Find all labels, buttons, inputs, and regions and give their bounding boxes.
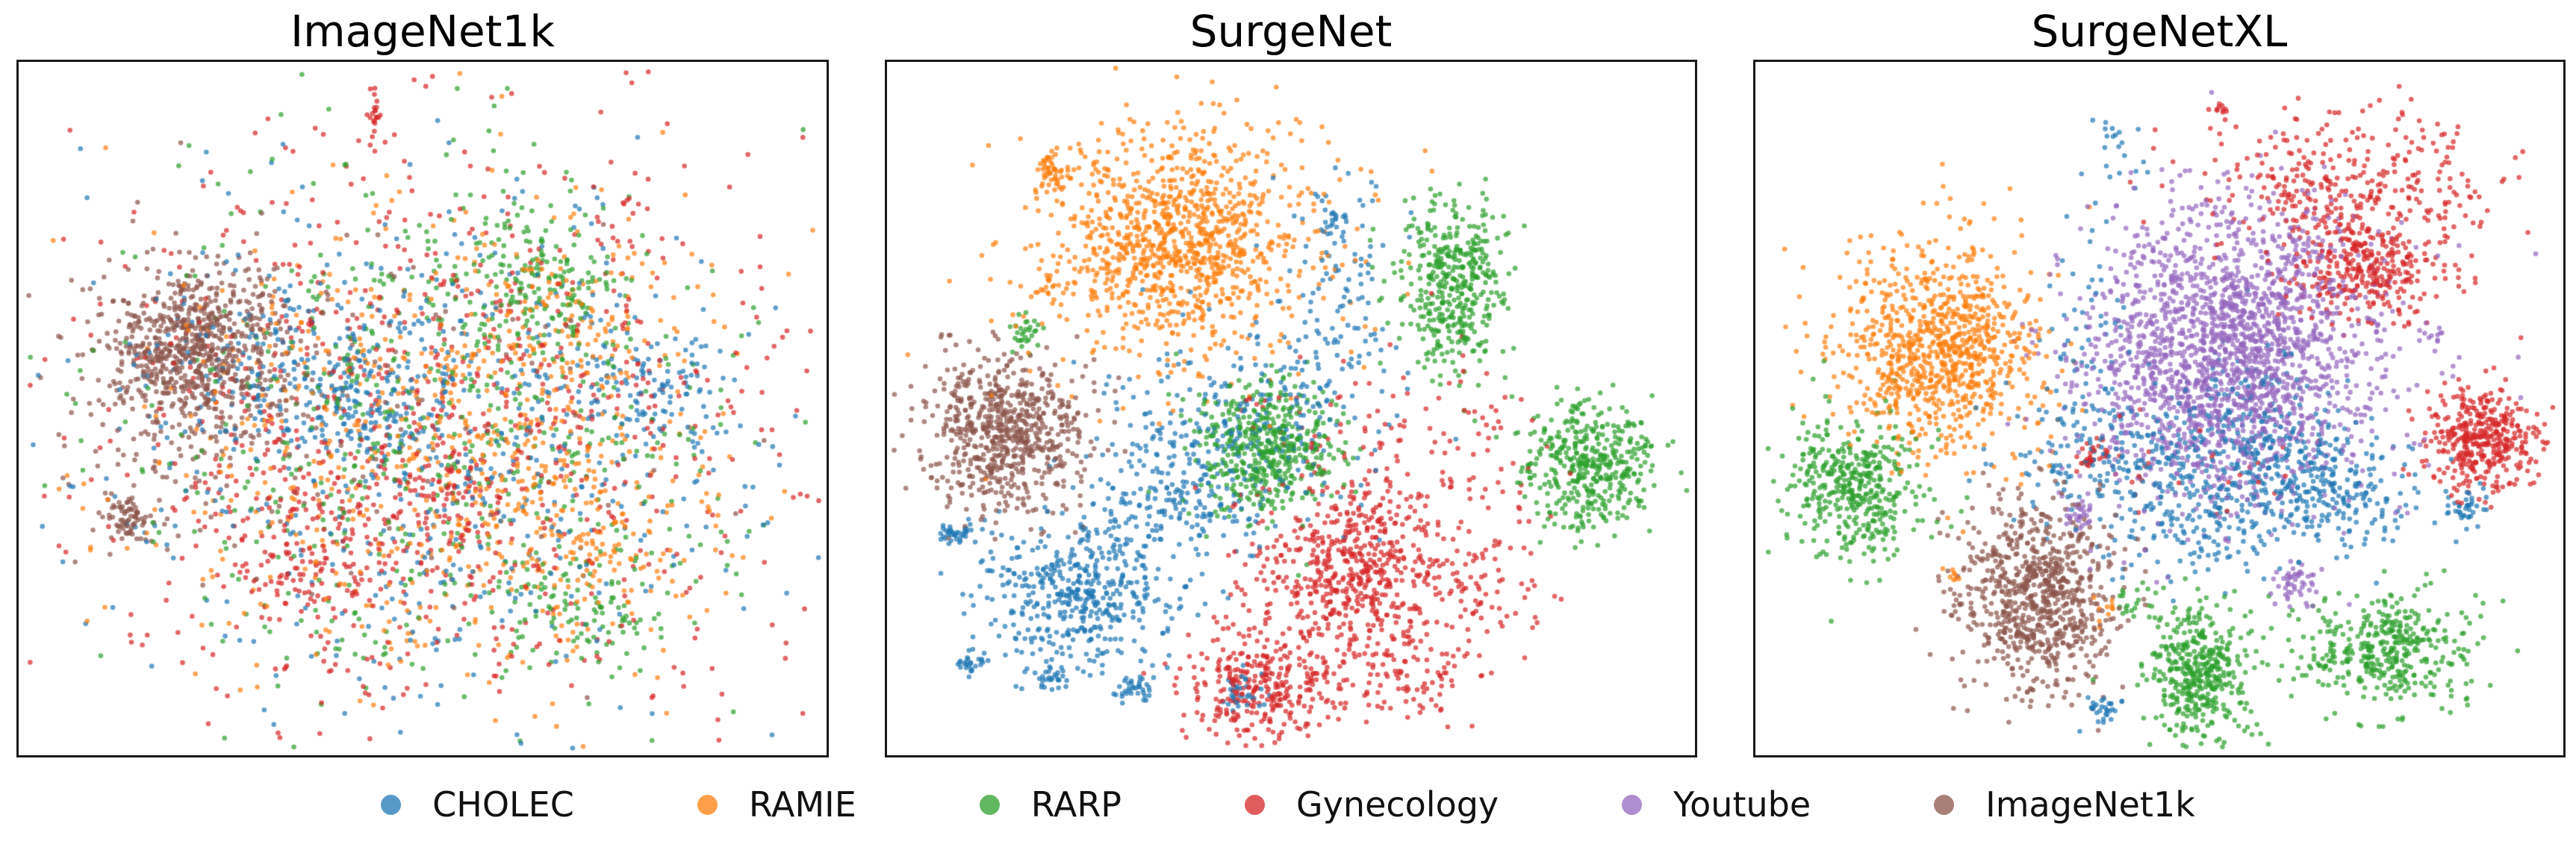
tsne-scatter-canvas-surgenetxl — [1755, 62, 2563, 755]
panel-surgenet: SurgeNet — [885, 4, 1697, 757]
legend-marker-imagenet1k-icon — [1934, 794, 1955, 815]
legend-item-ramie: RAMIE — [697, 784, 856, 825]
legend-marker-youtube-icon — [1622, 794, 1643, 815]
panel-title-surgenetxl: SurgeNetXL — [2031, 6, 2288, 57]
legend-item-cholec: CHOLEC — [381, 784, 574, 825]
legend-label-gynecology: Gynecology — [1296, 784, 1499, 825]
legend-marker-cholec-icon — [381, 794, 402, 815]
legend: CHOLEC RAMIE RARP Gynecology Youtube Ima… — [0, 767, 2576, 842]
legend-label-youtube: Youtube — [1673, 784, 1811, 825]
legend-item-youtube: Youtube — [1622, 784, 1811, 825]
panel-title-imagenet1k: ImageNet1k — [290, 6, 555, 57]
panel-surgenetxl: SurgeNetXL — [1753, 4, 2566, 757]
legend-marker-gynecology-icon — [1245, 794, 1266, 815]
tsne-scatter-canvas-imagenet1k — [19, 62, 827, 755]
legend-item-imagenet1k: ImageNet1k — [1934, 784, 2195, 825]
legend-label-ramie: RAMIE — [748, 784, 856, 825]
legend-label-imagenet1k: ImageNet1k — [1985, 784, 2195, 825]
legend-marker-rarp-icon — [979, 794, 1000, 815]
plot-area-imagenet1k — [16, 60, 829, 757]
legend-label-cholec: CHOLEC — [432, 784, 574, 825]
panel-imagenet1k: ImageNet1k — [16, 4, 829, 757]
legend-marker-ramie-icon — [697, 794, 718, 815]
plot-area-surgenet — [885, 60, 1697, 757]
legend-label-rarp: RARP — [1030, 784, 1122, 825]
tsne-scatter-canvas-surgenet — [887, 62, 1695, 755]
legend-item-rarp: RARP — [979, 784, 1122, 825]
panel-title-surgenet: SurgeNet — [1189, 6, 1393, 57]
plot-area-surgenetxl — [1753, 60, 2566, 757]
legend-item-gynecology: Gynecology — [1245, 784, 1499, 825]
